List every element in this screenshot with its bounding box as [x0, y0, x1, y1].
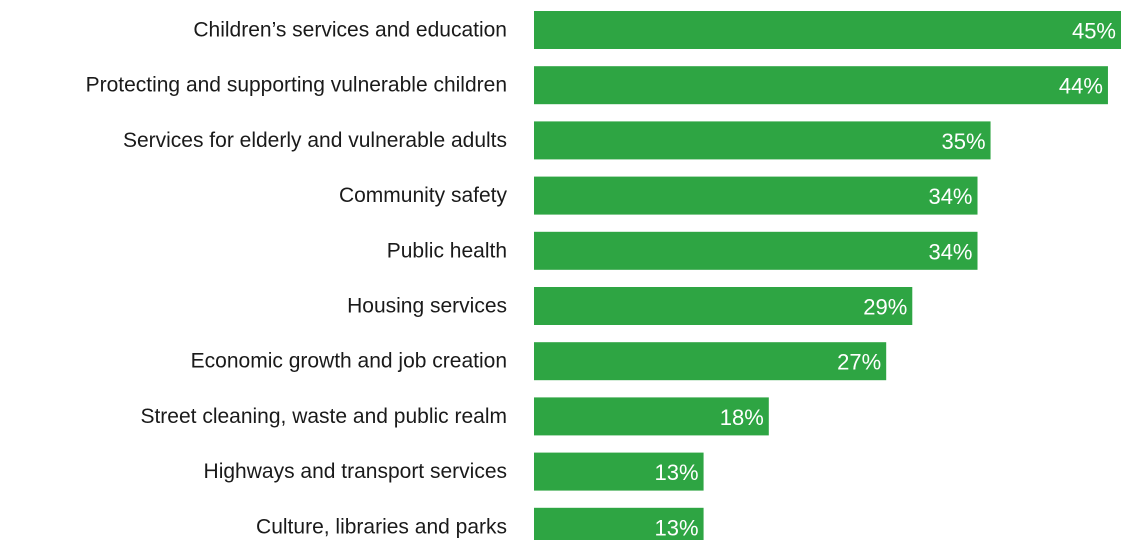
value-label: 29% [863, 295, 907, 320]
value-label: 44% [1059, 74, 1103, 99]
bar-row: Highways and transport services 13% [204, 452, 704, 491]
category-label: Highways and transport services [204, 460, 507, 483]
value-label: 34% [928, 239, 972, 264]
value-label: 45% [1072, 19, 1116, 44]
bar-row: Economic growth and job creation 27% [191, 342, 887, 381]
value-label: 13% [655, 460, 699, 485]
bar-row: Street cleaning, waste and public realm 1… [140, 397, 769, 436]
bar [534, 121, 991, 160]
category-label: Public health [387, 239, 507, 262]
category-label: Protecting and supporting vulnerable chi… [86, 74, 507, 97]
bar-row: Children’s services and education 45% [193, 11, 1121, 49]
bar [534, 507, 704, 540]
category-label: Services for elderly and vulnerable adul… [123, 129, 507, 152]
value-label: 34% [928, 184, 972, 209]
bar [534, 11, 1121, 49]
category-label: Community safety [339, 184, 508, 207]
value-label: 18% [720, 405, 764, 430]
category-label: Culture, libraries and parks [256, 515, 507, 538]
bar [534, 231, 978, 270]
bar [534, 66, 1108, 105]
value-label: 13% [655, 515, 699, 540]
bar-row: Services for elderly and vulnerable adul… [123, 121, 991, 160]
bar-row: Public health 34% [387, 231, 978, 270]
bar-row: Protecting and supporting vulnerable chi… [86, 66, 1108, 105]
value-label: 27% [837, 350, 881, 375]
category-label: Economic growth and job creation [191, 350, 507, 373]
category-label: Housing services [347, 295, 507, 318]
bar [534, 176, 978, 215]
bar [534, 452, 704, 491]
bar-row: Housing services 29% [347, 287, 913, 325]
bar-row: Community safety 34% [339, 176, 978, 215]
bar [534, 287, 913, 325]
category-label: Children’s services and education [193, 19, 507, 42]
category-label: Street cleaning, waste and public realm [140, 405, 507, 428]
bar [534, 342, 887, 381]
value-label: 35% [942, 129, 986, 154]
bar [534, 397, 769, 436]
bar-row: Culture, libraries and parks 13% [256, 507, 704, 540]
